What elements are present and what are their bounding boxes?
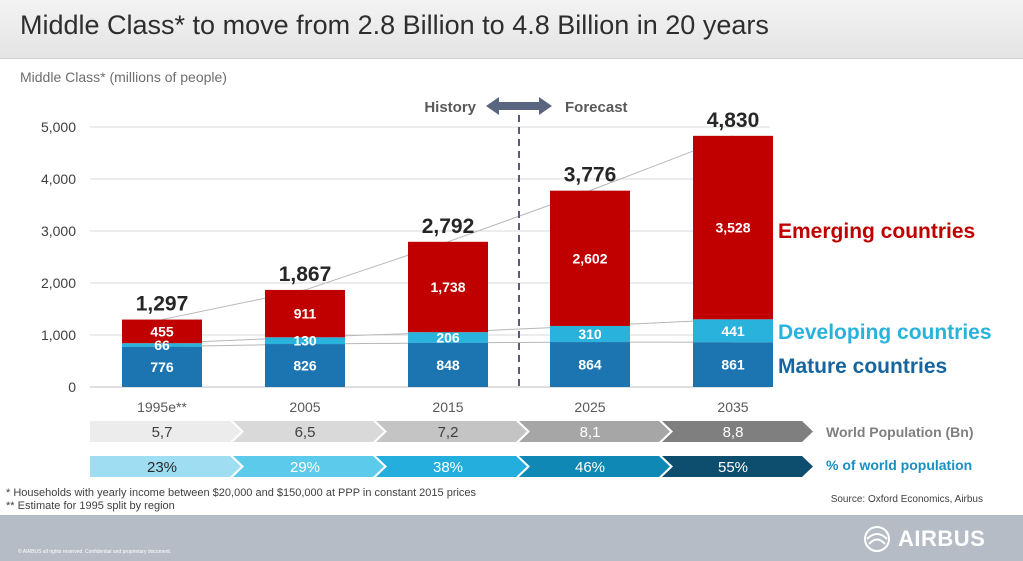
bar-emerging-2005: [265, 289, 345, 338]
bar-label-mature: 861: [721, 357, 745, 373]
population-rows: 5,7 6,5 7,2 8,1 8,8 23% 29% 38% 46% 55% World Popu…: [90, 421, 974, 477]
total-label: 1,867: [279, 263, 332, 286]
history-label: History: [424, 99, 476, 116]
bar-label-mature: 776: [150, 359, 174, 375]
total-label: 2,792: [422, 215, 475, 238]
legend-mature: Mature countries: [778, 355, 947, 378]
bar-developing-2015: [408, 332, 488, 343]
world-share-value: 23%: [147, 459, 177, 476]
y-axis-title: Middle Class* (millions of people): [20, 69, 227, 85]
bar-label-mature: 864: [578, 357, 602, 373]
world-population-value: 5,7: [152, 424, 173, 441]
world-population-segment: [233, 421, 384, 442]
x-tick-label: 2015: [432, 399, 463, 415]
bar-label-developing: 66: [154, 337, 170, 353]
title-band: Middle Class* to move from 2.8 Billion t…: [0, 0, 1023, 58]
bar-mature-2035: [693, 342, 773, 387]
bar-label-emerging: 1,738: [430, 279, 465, 295]
bar-mature-1995e**: [122, 346, 202, 387]
bar-emerging-1995e**: [122, 319, 202, 344]
page-title: Middle Class* to move from 2.8 Billion t…: [20, 10, 769, 40]
bar-mature-2015: [408, 342, 488, 387]
footnote-estimate: ** Estimate for 1995 split by region: [6, 500, 175, 512]
x-tick-label: 2035: [717, 399, 748, 415]
world-population-segment: [376, 421, 527, 442]
bar-mature-2005: [265, 344, 345, 387]
world-population-value: 7,2: [438, 424, 459, 441]
legend-emerging: Emerging countries: [778, 220, 975, 243]
y-tick-label: 3,000: [41, 223, 76, 239]
world-population-value: 8,1: [580, 424, 601, 441]
world-population-segment: [662, 421, 813, 442]
total-label: 4,830: [707, 109, 760, 132]
bar-label-emerging: 2,602: [572, 250, 607, 266]
footer-band: © AIRBUS all rights reserved. Confidenti…: [0, 515, 1023, 561]
legend-developing: Developing countries: [778, 321, 992, 344]
bar-developing-2005: [265, 337, 345, 345]
world-share-segment: [662, 456, 813, 477]
bar-developing-2025: [550, 325, 630, 343]
world-share-segment: [90, 456, 241, 477]
bar-label-emerging: 3,528: [715, 220, 750, 236]
world-population-segment: [519, 421, 670, 442]
y-tick-label: 5,000: [41, 119, 76, 135]
world-population-label: World Population (Bn): [826, 424, 974, 440]
bar-label-emerging: 911: [294, 306, 317, 322]
world-share-segment: [233, 456, 384, 477]
bar-label-emerging: 455: [150, 323, 174, 339]
total-label: 3,776: [564, 164, 617, 187]
world-share-value: 46%: [575, 459, 605, 476]
world-share-value: 38%: [433, 459, 463, 476]
bar-emerging-2015: [408, 241, 488, 333]
airbus-logo-icon: [864, 526, 890, 552]
double-arrow-icon: [486, 97, 552, 115]
world-share-segment: [376, 456, 527, 477]
history-forecast-divider: History Forecast: [424, 97, 628, 389]
world-share-label: % of world population: [826, 457, 972, 473]
airbus-logo-text: AIRBUS: [898, 526, 986, 551]
x-axis: 1995e** 2005 2015 2025 2035: [137, 399, 749, 415]
footnote-income: * Households with yearly income between …: [6, 487, 477, 499]
bar-label-developing: 130: [293, 333, 317, 349]
bar-label-developing: 310: [578, 326, 602, 342]
y-axis: 0 1,000 2,000 3,000 4,000 5,000: [41, 119, 76, 395]
bar-mature-2025: [550, 342, 630, 387]
forecast-label: Forecast: [565, 99, 628, 116]
world-population-value: 6,5: [295, 424, 316, 441]
world-population-segment: [90, 421, 241, 442]
y-tick-label: 2,000: [41, 275, 76, 291]
bar-label-mature: 848: [436, 357, 460, 373]
bar-emerging-2035: [693, 135, 773, 320]
bar-label-mature: 826: [293, 358, 317, 374]
world-share-value: 29%: [290, 459, 320, 476]
bar-developing-2035: [693, 319, 773, 343]
world-population-value: 8,8: [723, 424, 744, 441]
x-tick-label: 2005: [289, 399, 320, 415]
y-tick-label: 4,000: [41, 171, 76, 187]
bar-emerging-2025: [550, 190, 630, 326]
y-tick-label: 0: [68, 379, 76, 395]
total-label: 1,297: [136, 293, 189, 316]
source-note: Source: Oxford Economics, Airbus: [831, 494, 983, 505]
bars: [122, 135, 773, 387]
bar-developing-1995e**: [122, 343, 202, 347]
copyright-text: © AIRBUS all rights reserved. Confidenti…: [18, 549, 172, 555]
world-share-segment: [519, 456, 670, 477]
x-tick-label: 2025: [574, 399, 605, 415]
x-tick-label: 1995e**: [137, 399, 187, 415]
title-divider: [0, 58, 1023, 59]
legend: Emerging countries Developing countries Ma…: [778, 220, 992, 378]
y-tick-label: 1,000: [41, 327, 76, 343]
bar-label-developing: 441: [721, 323, 745, 339]
world-share-value: 55%: [718, 459, 748, 476]
bar-label-developing: 206: [436, 330, 460, 346]
